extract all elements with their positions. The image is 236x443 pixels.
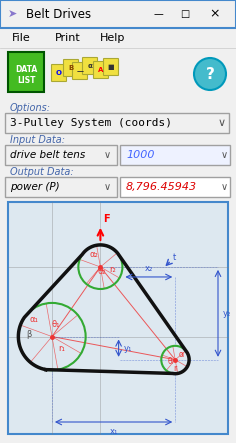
Bar <box>5 113 229 133</box>
Text: x₁: x₁ <box>110 427 118 436</box>
Text: B: B <box>68 65 74 71</box>
Text: A: A <box>98 67 104 73</box>
Bar <box>8 202 228 434</box>
Text: —: — <box>76 68 84 74</box>
FancyBboxPatch shape <box>83 58 97 74</box>
Text: β: β <box>26 330 31 339</box>
Text: ×: × <box>210 8 220 20</box>
Text: r₂: r₂ <box>109 264 116 274</box>
Bar <box>8 52 44 92</box>
Text: ■: ■ <box>108 64 114 70</box>
Bar <box>5 177 117 197</box>
Text: t: t <box>173 253 177 262</box>
Text: LIST: LIST <box>17 75 35 85</box>
Text: F: F <box>103 214 110 224</box>
Bar <box>0 28 236 48</box>
Bar <box>120 145 230 165</box>
Text: 8,796.45943: 8,796.45943 <box>126 182 197 192</box>
Text: 1000: 1000 <box>126 150 155 160</box>
Text: drive belt tens: drive belt tens <box>10 150 85 160</box>
FancyBboxPatch shape <box>51 65 67 82</box>
Text: y₂: y₂ <box>223 309 231 318</box>
Text: θ₂: θ₂ <box>97 267 106 276</box>
Text: ∨: ∨ <box>103 150 110 160</box>
FancyBboxPatch shape <box>72 62 88 79</box>
Text: File: File <box>12 33 31 43</box>
FancyBboxPatch shape <box>63 59 79 77</box>
FancyBboxPatch shape <box>104 58 118 75</box>
Text: ∨: ∨ <box>220 150 228 160</box>
Text: O: O <box>56 70 62 76</box>
Text: ∨: ∨ <box>103 182 110 192</box>
Text: α: α <box>88 63 93 69</box>
Text: Belt Drives: Belt Drives <box>26 8 91 20</box>
Text: θᵢ: θᵢ <box>168 358 174 366</box>
Text: Output Data:: Output Data: <box>10 167 74 177</box>
Text: r₁: r₁ <box>59 344 66 353</box>
Text: ∨: ∨ <box>218 118 226 128</box>
Bar <box>0 0 236 28</box>
Text: Input Data:: Input Data: <box>10 135 65 145</box>
Text: —: — <box>153 9 163 19</box>
Text: ➤: ➤ <box>8 9 17 19</box>
Text: Help: Help <box>100 33 125 43</box>
Bar <box>5 145 117 165</box>
Text: αᵢ: αᵢ <box>179 350 185 359</box>
Text: α₂: α₂ <box>89 250 98 259</box>
Text: 3-Pulley System (coords): 3-Pulley System (coords) <box>10 118 172 128</box>
Bar <box>120 177 230 197</box>
Text: DATA: DATA <box>15 65 37 74</box>
Text: □: □ <box>180 9 190 19</box>
Text: y₁: y₁ <box>124 344 132 353</box>
Text: α₁: α₁ <box>29 315 38 324</box>
Text: Print: Print <box>55 33 81 43</box>
Circle shape <box>194 58 226 90</box>
Text: x₂: x₂ <box>145 264 153 273</box>
FancyBboxPatch shape <box>93 62 109 78</box>
Text: rᵢ: rᵢ <box>174 364 178 373</box>
Text: ?: ? <box>206 66 215 82</box>
Text: power (P): power (P) <box>10 182 60 192</box>
Text: Options:: Options: <box>10 103 51 113</box>
Text: ∨: ∨ <box>220 182 228 192</box>
Bar <box>0 0 236 28</box>
Text: θ₁: θ₁ <box>51 320 60 329</box>
